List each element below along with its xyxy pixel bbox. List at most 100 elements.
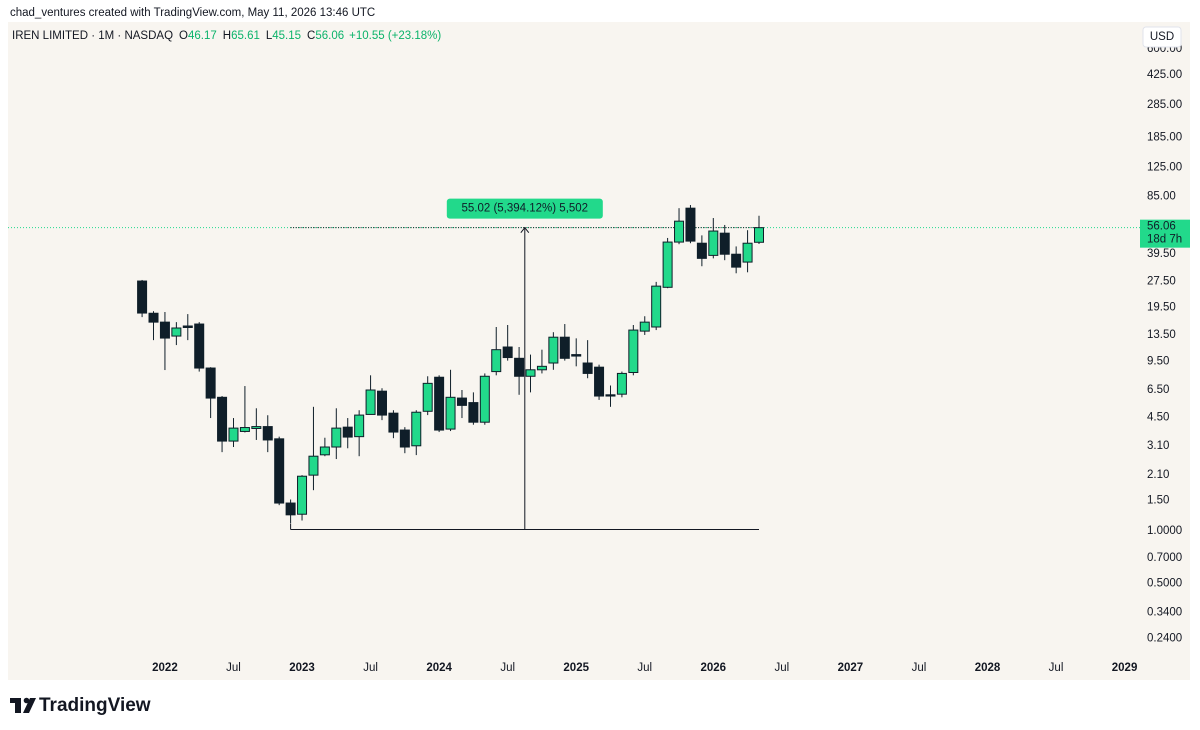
candle-body xyxy=(445,396,456,430)
candle-body xyxy=(674,220,685,243)
candle-body xyxy=(616,372,627,395)
candle-body xyxy=(148,312,159,323)
measure-label: 55.02 (5,394.12%) 5,502 xyxy=(461,203,588,215)
candle-body xyxy=(536,365,547,371)
x-tick-label: 2024 xyxy=(426,662,452,674)
x-tick-label: 2029 xyxy=(1112,662,1138,674)
candle-body xyxy=(514,357,525,377)
candle-body xyxy=(479,375,490,423)
candle-body xyxy=(182,325,193,328)
y-tick-label: 19.50 xyxy=(1147,301,1176,313)
candle-body xyxy=(742,242,753,263)
candle-body xyxy=(217,396,228,442)
y-tick-label: 185.00 xyxy=(1147,132,1182,144)
candle-body xyxy=(262,426,273,441)
candle-body xyxy=(605,394,616,397)
candle-body xyxy=(525,369,536,377)
countdown: 18d 7h xyxy=(1147,234,1182,246)
legend-value: 46.17 xyxy=(188,30,217,42)
legend-key: C xyxy=(307,30,315,42)
x-tick-label: Jul xyxy=(637,662,652,674)
y-tick-label: 9.50 xyxy=(1147,355,1169,367)
legend-key: L xyxy=(266,30,273,42)
x-tick-label: Jul xyxy=(1049,662,1064,674)
candle-body xyxy=(696,242,707,259)
legend-value: 65.61 xyxy=(231,30,260,42)
candle-body xyxy=(491,349,502,373)
y-tick-label: 0.3400 xyxy=(1147,606,1182,618)
y-tick-label: 1.50 xyxy=(1147,495,1169,507)
logo xyxy=(10,697,36,713)
measure-box xyxy=(446,198,603,219)
candle-body xyxy=(205,367,216,399)
candle-body xyxy=(754,227,764,243)
y-tick-label: 2.10 xyxy=(1147,469,1169,481)
candle-body xyxy=(319,446,330,456)
y-tick-label: 0.2400 xyxy=(1147,633,1182,645)
x-tick-label: Jul xyxy=(912,662,927,674)
candle-body xyxy=(365,389,376,415)
candle-body xyxy=(582,362,593,374)
attribution: chad_ventures created with TradingView.c… xyxy=(10,7,375,19)
candle-body xyxy=(719,232,730,255)
candle-body xyxy=(456,397,467,406)
candle-body xyxy=(239,427,250,432)
candle-body xyxy=(274,438,285,504)
candle-body xyxy=(468,402,479,423)
legend-change: +10.55 (+23.18%) xyxy=(349,30,441,42)
chart-background xyxy=(8,22,1190,680)
x-tick-label: 2026 xyxy=(701,662,727,674)
legend-key: O xyxy=(179,30,188,42)
y-tick-label: 6.50 xyxy=(1147,384,1169,396)
y-tick-label: 27.50 xyxy=(1147,275,1176,287)
candle-body xyxy=(628,329,639,373)
candle-body xyxy=(411,411,422,447)
y-tick-label: 0.7000 xyxy=(1147,552,1182,564)
candle-body xyxy=(571,354,582,357)
x-tick-label: 2023 xyxy=(289,662,315,674)
candle-body xyxy=(308,455,319,476)
candle-body xyxy=(731,253,742,268)
candle-body xyxy=(377,390,387,416)
y-tick-label: 425.00 xyxy=(1147,69,1182,81)
candle-body xyxy=(342,426,353,438)
candle-body xyxy=(548,336,559,364)
y-tick-label: 0.5000 xyxy=(1147,577,1182,589)
legend-value: 56.06 xyxy=(315,30,344,42)
x-tick-label: Jul xyxy=(500,662,515,674)
x-tick-label: Jul xyxy=(363,662,378,674)
currency: USD xyxy=(1150,31,1174,43)
x-tick-label: 2025 xyxy=(563,662,589,674)
y-tick-label: 39.50 xyxy=(1147,248,1176,260)
candle-body xyxy=(285,502,296,516)
candle-body xyxy=(137,280,148,314)
candle-body xyxy=(171,327,182,337)
legend-key: H xyxy=(223,30,231,42)
candle-body xyxy=(399,429,410,448)
candle-body xyxy=(228,427,239,442)
y-tick-label: 3.10 xyxy=(1147,440,1169,452)
currency-box xyxy=(1142,26,1182,48)
x-tick-label: 2028 xyxy=(975,662,1001,674)
candle-body xyxy=(251,426,262,429)
legend: IREN LIMITED · 1M · NASDAQ O46.17 H65.61 L4… xyxy=(12,30,441,42)
candle-body xyxy=(639,321,650,332)
y-tick-label: 285.00 xyxy=(1147,99,1182,111)
candle-body xyxy=(708,230,719,256)
price-label-box xyxy=(1140,219,1190,248)
y-tick-label: 13.50 xyxy=(1147,329,1176,341)
price-label: 56.06 xyxy=(1147,221,1176,233)
candle-body xyxy=(434,376,445,431)
candle-body xyxy=(502,346,513,359)
candle-body xyxy=(331,427,342,448)
brand: TradingView xyxy=(39,695,151,716)
candle-body xyxy=(685,207,696,242)
candle-body xyxy=(662,241,673,288)
candle-body xyxy=(651,285,662,328)
candle-body xyxy=(194,323,205,369)
candle-body xyxy=(297,475,308,515)
x-tick-label: 2022 xyxy=(152,662,178,674)
x-tick-label: Jul xyxy=(226,662,241,674)
measure-arrow xyxy=(520,226,530,233)
